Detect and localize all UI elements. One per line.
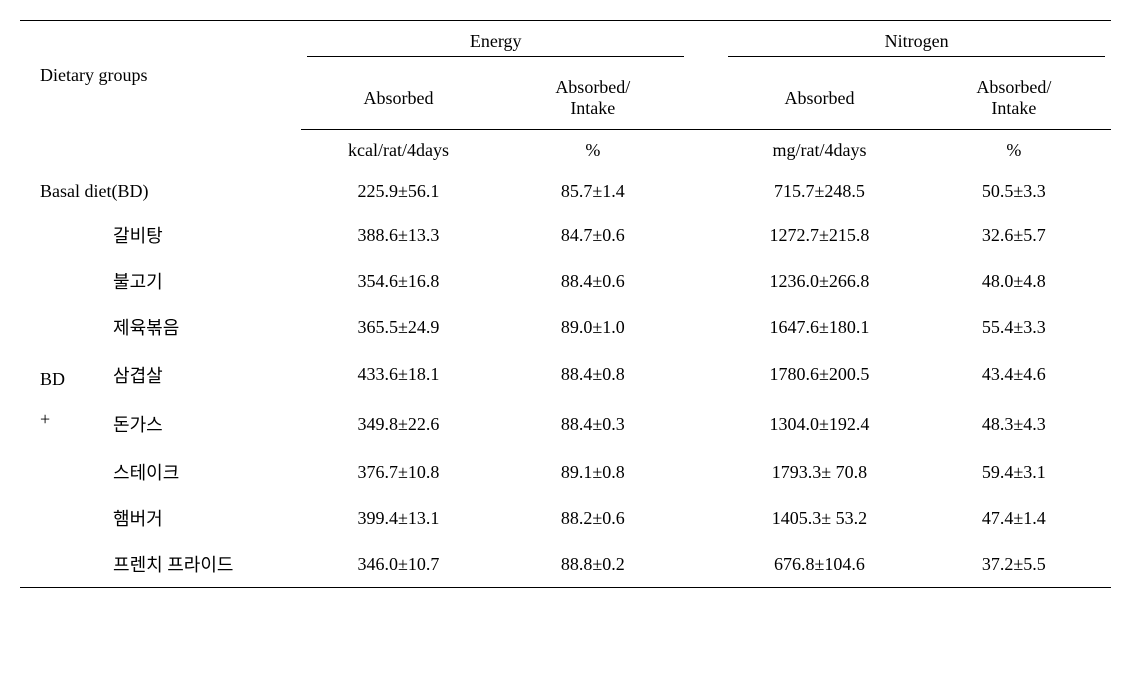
energy-ratio-header: Absorbed/ Intake: [496, 67, 690, 130]
spacer: [690, 67, 722, 130]
nitrogen-label: Nitrogen: [728, 31, 1105, 57]
row-name: 갈비탕: [107, 212, 301, 258]
basal-energy-abs: 225.9±56.1: [301, 171, 495, 212]
cell-energy_ratio: 88.4±0.3: [496, 400, 690, 450]
units-energy-ratio: %: [496, 130, 690, 172]
spacer: [690, 350, 722, 400]
cell-energy_ratio: 89.0±1.0: [496, 304, 690, 350]
nitrogen-header: Nitrogen: [722, 21, 1111, 68]
basal-nitrogen-abs: 715.7±248.5: [722, 171, 916, 212]
data-table: Dietary groups Energy Nitrogen Absorbed …: [20, 20, 1111, 588]
spacer: [690, 541, 722, 588]
cell-nitrogen_ratio: 43.4±4.6: [917, 350, 1111, 400]
table-row: BD+삼겹살433.6±18.188.4±0.81780.6±200.543.4…: [20, 350, 1111, 400]
table-row: 불고기354.6±16.888.4±0.6 1236.0±266.848.0±4.…: [20, 258, 1111, 304]
row-name: 돈가스: [107, 400, 301, 450]
energy-label: Energy: [307, 31, 684, 57]
spacer: [690, 21, 722, 68]
cell-nitrogen_ratio: 55.4±3.3: [917, 304, 1111, 350]
blank-group: [20, 449, 107, 495]
blank-group: [20, 541, 107, 588]
row-name: 불고기: [107, 258, 301, 304]
table-row: 제육볶음365.5±24.989.0±1.0 1647.6±180.155.4±3…: [20, 304, 1111, 350]
cell-nitrogen_ratio: 59.4±3.1: [917, 449, 1111, 495]
nitrogen-ratio-header: Absorbed/ Intake: [917, 67, 1111, 130]
cell-nitrogen_ratio: 32.6±5.7: [917, 212, 1111, 258]
cell-energy_ratio: 88.4±0.8: [496, 350, 690, 400]
cell-energy_abs: 354.6±16.8: [301, 258, 495, 304]
row-name: 프렌치 프라이드: [107, 541, 301, 588]
absorbed-intake-1b: Absorbed/: [923, 77, 1105, 98]
nitrogen-absorbed-header: Absorbed: [722, 67, 916, 130]
energy-header: Energy: [301, 21, 690, 68]
row-name: 삼겹살: [107, 350, 301, 400]
basal-energy-ratio: 85.7±1.4: [496, 171, 690, 212]
units-nitrogen-ratio: %: [917, 130, 1111, 172]
cell-nitrogen_ratio: 48.3±4.3: [917, 400, 1111, 450]
cell-nitrogen_ratio: 37.2±5.5: [917, 541, 1111, 588]
cell-nitrogen_abs: 1304.0±192.4: [722, 400, 916, 450]
spacer: [690, 171, 722, 212]
row-name: 스테이크: [107, 449, 301, 495]
spacer: [690, 449, 722, 495]
blank-group: [20, 304, 107, 350]
bd-group-1: BD: [40, 360, 101, 400]
table-row: 스테이크376.7±10.889.1±0.8 1793.3± 70.859.4±3…: [20, 449, 1111, 495]
bd-group-label: BD+: [20, 350, 107, 449]
energy-absorbed-header: Absorbed: [301, 67, 495, 130]
cell-energy_ratio: 88.8±0.2: [496, 541, 690, 588]
units-energy-abs: kcal/rat/4days: [301, 130, 495, 172]
spacer: [690, 212, 722, 258]
cell-energy_ratio: 84.7±0.6: [496, 212, 690, 258]
basal-row: Basal diet(BD) 225.9±56.1 85.7±1.4 715.7…: [20, 171, 1111, 212]
spacer: [690, 400, 722, 450]
cell-nitrogen_abs: 1780.6±200.5: [722, 350, 916, 400]
cell-nitrogen_abs: 676.8±104.6: [722, 541, 916, 588]
absorbed-intake-1: Absorbed/: [502, 77, 684, 98]
cell-energy_ratio: 89.1±0.8: [496, 449, 690, 495]
table-row: 프렌치 프라이드346.0±10.788.8±0.2 676.8±104.637.…: [20, 541, 1111, 588]
table-row: 햄버거399.4±13.188.2±0.6 1405.3± 53.247.4±1.…: [20, 495, 1111, 541]
spacer: [690, 495, 722, 541]
cell-nitrogen_abs: 1647.6±180.1: [722, 304, 916, 350]
cell-energy_abs: 399.4±13.1: [301, 495, 495, 541]
spacer: [690, 258, 722, 304]
bd-group-2: +: [40, 400, 101, 440]
basal-nitrogen-ratio: 50.5±3.3: [917, 171, 1111, 212]
header-row-1: Dietary groups Energy Nitrogen: [20, 21, 1111, 68]
cell-energy_abs: 365.5±24.9: [301, 304, 495, 350]
cell-energy_abs: 349.8±22.6: [301, 400, 495, 450]
cell-nitrogen_abs: 1236.0±266.8: [722, 258, 916, 304]
blank-group: [20, 212, 107, 258]
row-name: 햄버거: [107, 495, 301, 541]
cell-nitrogen_abs: 1405.3± 53.2: [722, 495, 916, 541]
cell-energy_abs: 433.6±18.1: [301, 350, 495, 400]
cell-nitrogen_ratio: 48.0±4.8: [917, 258, 1111, 304]
blank-group: [20, 258, 107, 304]
cell-energy_ratio: 88.4±0.6: [496, 258, 690, 304]
units-nitrogen-abs: mg/rat/4days: [722, 130, 916, 172]
units-row: kcal/rat/4days % mg/rat/4days %: [20, 130, 1111, 172]
cell-nitrogen_abs: 1793.3± 70.8: [722, 449, 916, 495]
absorbed-intake-2: Intake: [502, 98, 684, 119]
spacer: [690, 304, 722, 350]
absorbed-intake-2b: Intake: [923, 98, 1105, 119]
cell-nitrogen_abs: 1272.7±215.8: [722, 212, 916, 258]
basal-label: Basal diet(BD): [20, 171, 301, 212]
cell-energy_abs: 376.7±10.8: [301, 449, 495, 495]
row-name: 제육볶음: [107, 304, 301, 350]
cell-energy_abs: 346.0±10.7: [301, 541, 495, 588]
table-row: 돈가스349.8±22.688.4±0.3 1304.0±192.448.3±4.…: [20, 400, 1111, 450]
dietary-groups-header: Dietary groups: [20, 21, 301, 130]
blank-group: [20, 495, 107, 541]
cell-energy_ratio: 88.2±0.6: [496, 495, 690, 541]
spacer: [690, 130, 722, 172]
blank: [20, 130, 301, 172]
cell-nitrogen_ratio: 47.4±1.4: [917, 495, 1111, 541]
cell-energy_abs: 388.6±13.3: [301, 212, 495, 258]
table-row: 갈비탕388.6±13.384.7±0.6 1272.7±215.832.6±5.…: [20, 212, 1111, 258]
